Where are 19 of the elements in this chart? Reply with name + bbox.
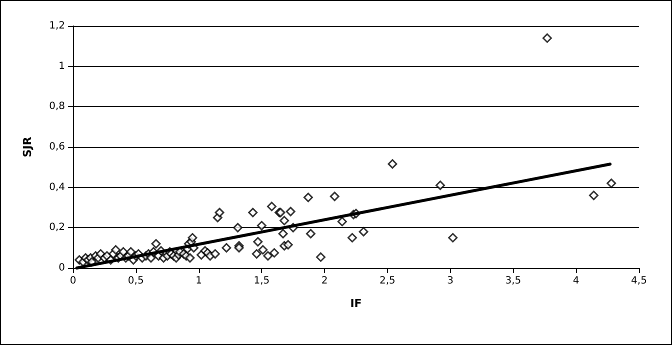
y-tick-label: 1 <box>58 60 65 72</box>
y-tick-label: 0 <box>58 262 65 274</box>
x-tick-label: 0,5 <box>128 276 144 286</box>
x-tick-label: 4,5 <box>631 276 647 286</box>
x-tick-label: 2 <box>321 276 328 286</box>
y-tick-label: 0,4 <box>49 182 65 193</box>
y-tick-label: 1,2 <box>49 20 65 32</box>
x-tick-label: 3 <box>447 276 454 286</box>
y-tick-label: 0,8 <box>49 101 65 112</box>
x-tick-label: 0 <box>70 276 76 286</box>
y-axis-title: SJR <box>21 136 34 158</box>
x-axis-title: IF <box>350 297 362 310</box>
x-tick-label: 4 <box>572 276 580 286</box>
x-tick-label: 2,5 <box>379 276 396 286</box>
x-tick-label: 1,5 <box>254 276 270 286</box>
x-tick-label: 3,5 <box>505 276 522 286</box>
y-tick-label: 0,2 <box>49 222 65 234</box>
y-tick-label: 0,6 <box>49 142 65 152</box>
x-tick-label: 1 <box>196 276 202 286</box>
